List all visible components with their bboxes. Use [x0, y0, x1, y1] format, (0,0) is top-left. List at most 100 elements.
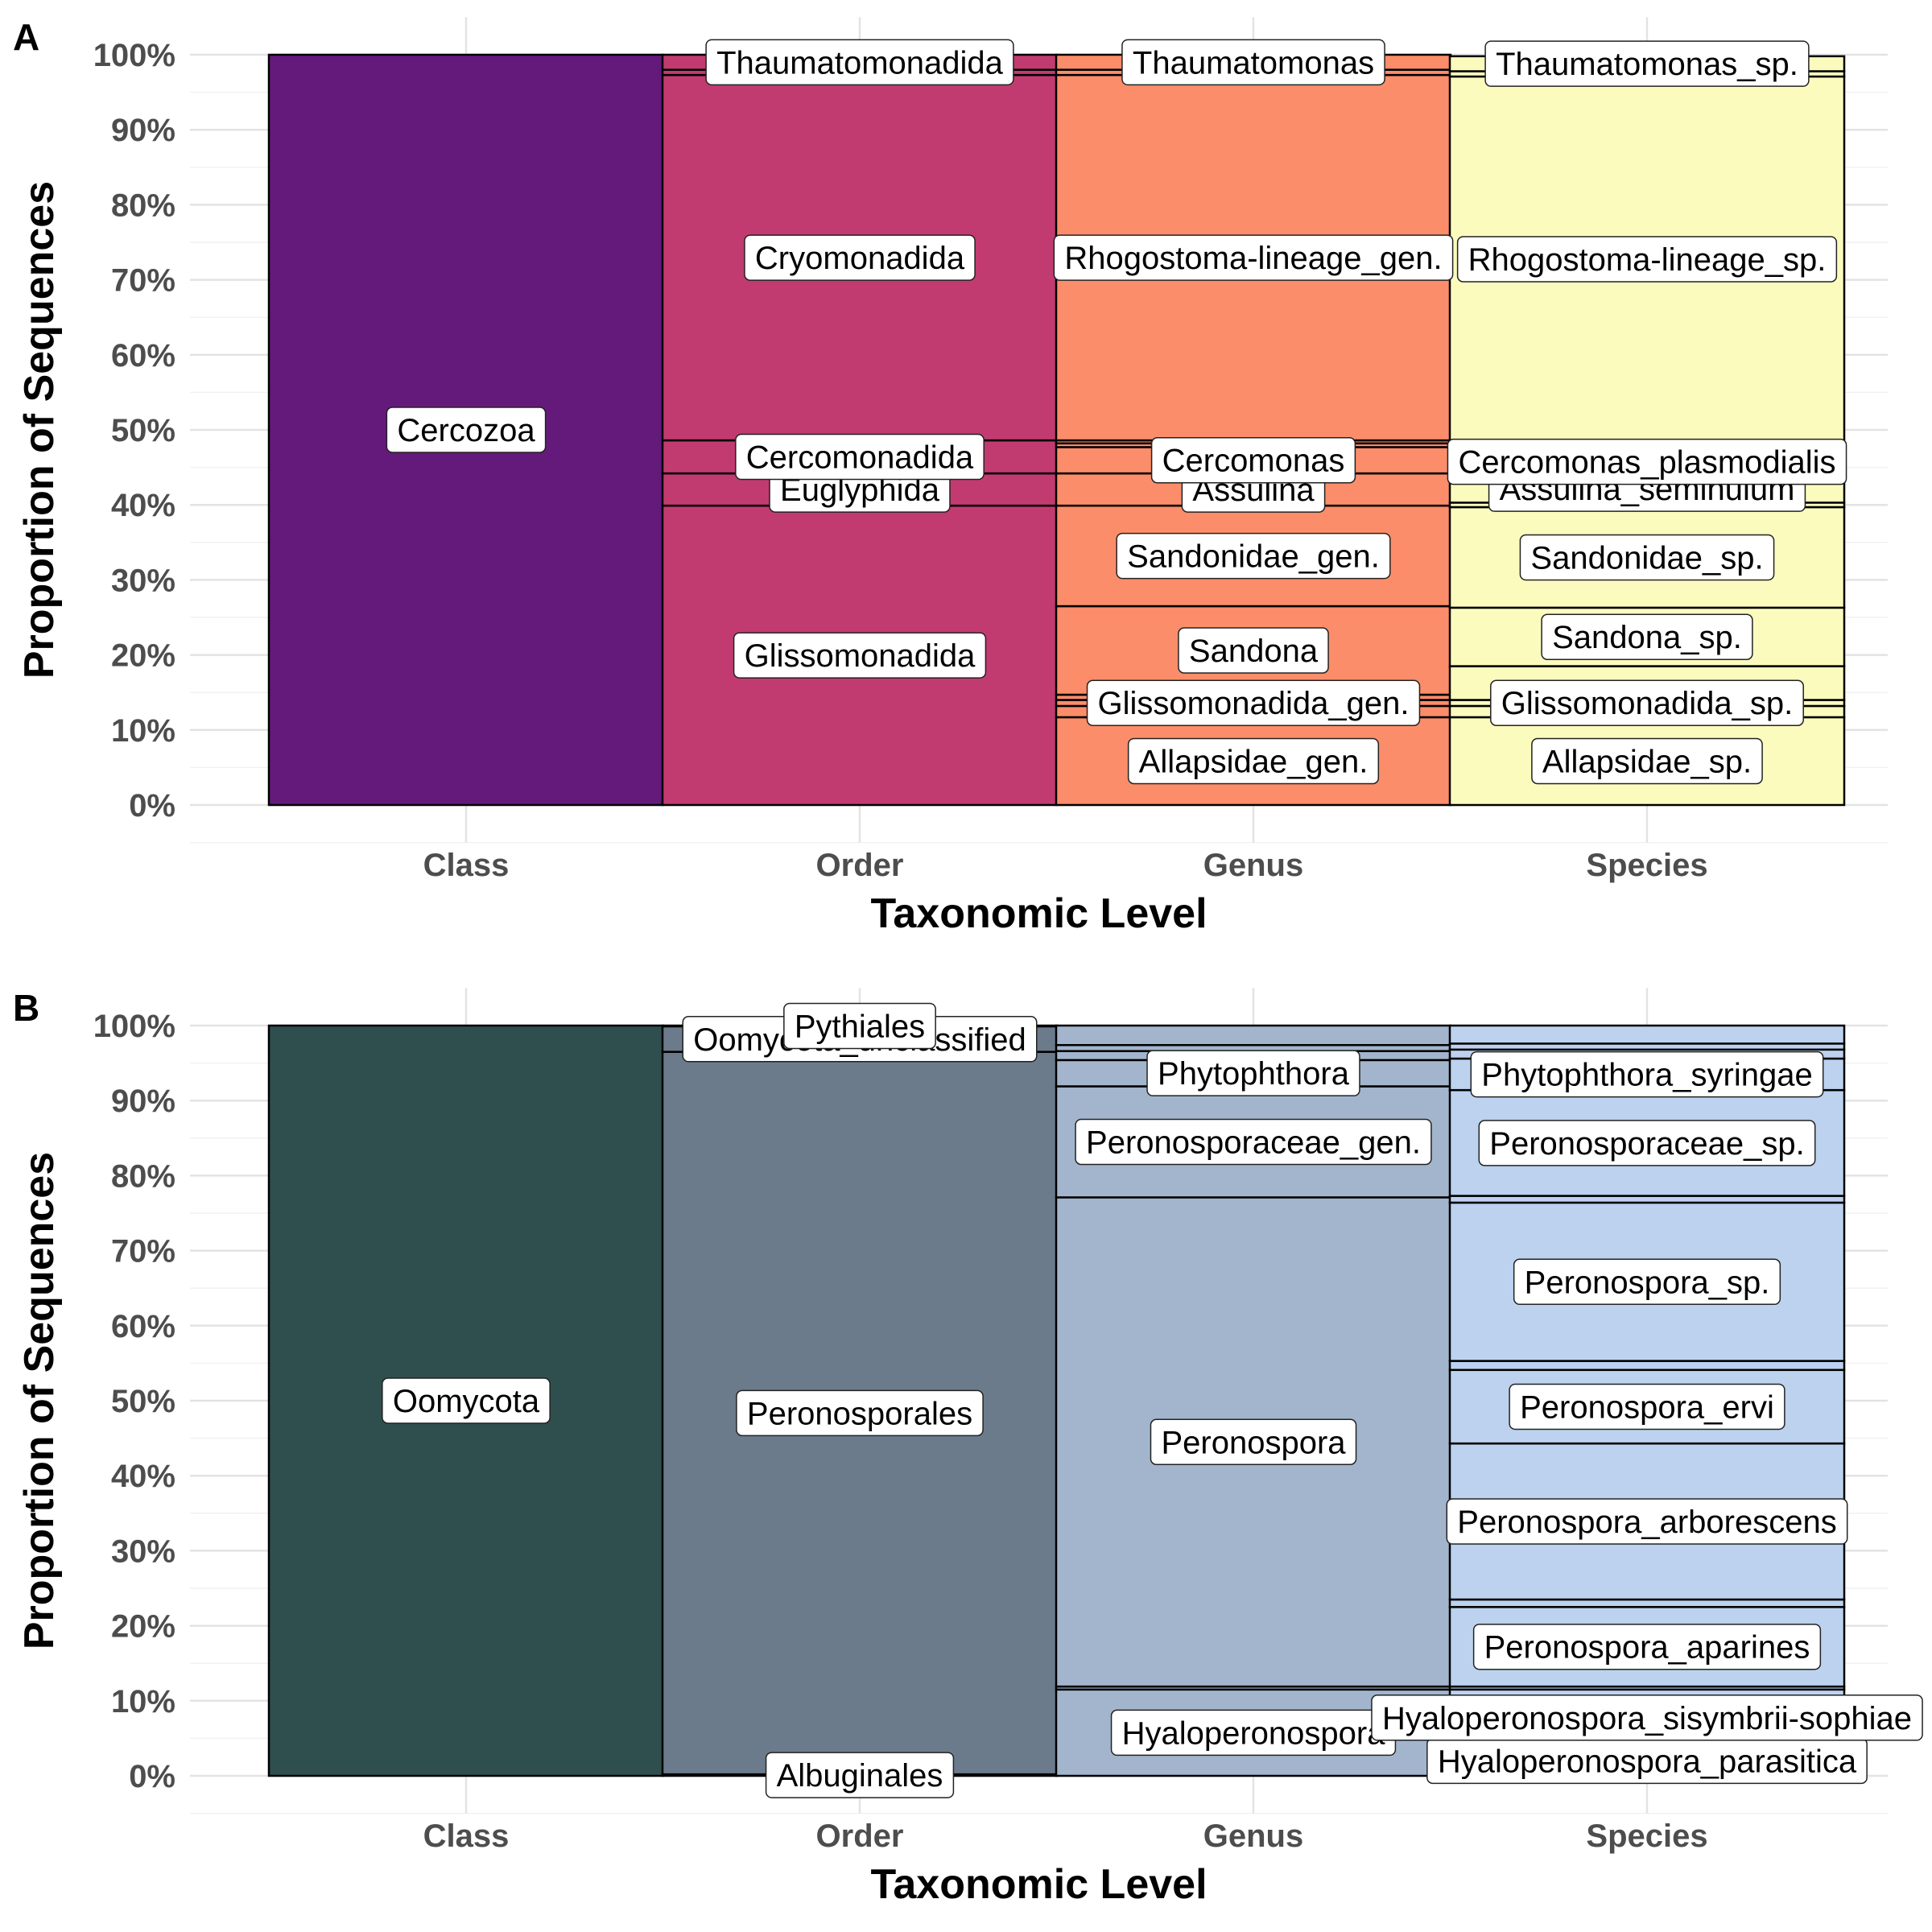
segment-label: Sandona: [1178, 627, 1329, 674]
segment-label-box: [765, 1752, 955, 1798]
segment-label: Peronospora_sp.: [1513, 1258, 1781, 1306]
segment-label: Pythiales: [783, 1002, 936, 1050]
segment-label-box: [705, 39, 1014, 86]
x-axis-title: Taxonomic Level: [870, 890, 1207, 937]
segment-label: Peronosporales: [736, 1389, 984, 1437]
segment-label-text: Thaumatomonas_sp.: [1496, 47, 1798, 82]
segment-label-box: [1446, 1498, 1848, 1545]
segment-label: Oomycota: [382, 1377, 551, 1424]
segment-label-box: [1150, 436, 1356, 484]
y-tick-label: 80%: [111, 1158, 175, 1194]
panel-letter: B: [13, 987, 39, 1029]
segment-label-box: [1371, 1695, 1923, 1741]
segment-label: Albuginales: [765, 1752, 955, 1798]
segment-label: Sandona_sp.: [1541, 613, 1753, 660]
y-tick-label: 10%: [111, 713, 175, 749]
segment-label-box: [735, 433, 985, 481]
segment-label: Peronosporaceae_gen.: [1075, 1118, 1432, 1166]
y-tick-label: 100%: [93, 38, 175, 73]
segment-label-box: [1086, 679, 1421, 726]
segment-label: Peronospora_aparines: [1472, 1623, 1822, 1670]
y-tick-label: 40%: [111, 488, 175, 523]
segment-label-text: Cercozoa: [397, 413, 535, 448]
segment-label-text: Albuginales: [777, 1758, 943, 1794]
segment-label-text: Glissomonadida: [745, 638, 976, 674]
segment-label-text: Peronospora_arborescens: [1457, 1505, 1836, 1540]
x-axis-title: Taxonomic Level: [870, 1861, 1207, 1908]
segment-label-box: [1127, 737, 1380, 785]
y-tick-label: 60%: [111, 338, 175, 374]
segment-label: Peronospora_ervi: [1509, 1383, 1785, 1430]
segment-label-box: [386, 407, 547, 453]
segment-label-box: [1513, 1258, 1781, 1306]
segment-label-text: Sandonidae_sp.: [1530, 540, 1763, 576]
segment-label-text: Pythiales: [795, 1009, 925, 1044]
segment-label-text: Sandonidae_gen.: [1127, 539, 1380, 575]
segment-label-box: [783, 1002, 936, 1050]
x-tick-label: Genus: [1203, 848, 1303, 883]
x-tick-label: Species: [1586, 848, 1707, 883]
segment-label-text: Peronospora_aparines: [1484, 1630, 1810, 1666]
segment-label: Hyaloperonospora_sisymbrii-sophiae: [1371, 1695, 1923, 1741]
segment-label: Hyaloperonospora_parasitica: [1426, 1737, 1868, 1785]
segment-label: Allapsidae_gen.: [1127, 737, 1380, 785]
y-tick-label: 10%: [111, 1684, 175, 1719]
bar-segment: [1448, 1195, 1846, 1204]
bar-segment: [1055, 1024, 1452, 1046]
segment-label: Thaumatomonas_sp.: [1484, 40, 1810, 87]
segment-label-text: Oomycota: [393, 1384, 540, 1419]
segment-label-text: Rhogostoma-lineage_sp.: [1468, 242, 1827, 278]
segment-label-text: Cercomonas_plasmodialis: [1458, 445, 1835, 481]
y-tick-label: 40%: [111, 1459, 175, 1494]
bar-segment: [1448, 1598, 1846, 1608]
y-tick-label: 20%: [111, 1609, 175, 1645]
segment-label: Glissomonadida_gen.: [1086, 679, 1421, 726]
segment-label-box: [1456, 236, 1838, 283]
segment-label-text: Rhogostoma-lineage_gen.: [1064, 241, 1442, 276]
segment-label: Rhogostoma-lineage_gen.: [1053, 234, 1454, 281]
segment-label: Peronosporaceae_sp.: [1478, 1120, 1816, 1166]
bar-segment: [1448, 1360, 1846, 1372]
segment-label: Cercomonas: [1150, 436, 1356, 484]
y-tick-label: 30%: [111, 1534, 175, 1569]
y-tick-label: 20%: [111, 638, 175, 674]
segment-label-box: [1531, 737, 1763, 785]
segment-label: Sandonidae_gen.: [1116, 532, 1391, 580]
x-tick-label: Genus: [1203, 1818, 1303, 1854]
segment-label-box: [1075, 1118, 1432, 1166]
segment-label-box: [1447, 438, 1847, 485]
segment-label: Glissomonadida: [733, 632, 987, 679]
segment-label-box: [1178, 627, 1329, 674]
segment-label-box: [1053, 234, 1454, 281]
y-tick-label: 0%: [129, 788, 175, 824]
segment-label: Phytophthora: [1146, 1050, 1360, 1096]
segment-label-text: Glissomonadida_sp.: [1501, 686, 1793, 721]
y-tick-label: 0%: [129, 1759, 175, 1794]
segment-label-box: [1470, 1051, 1824, 1098]
segment-label-text: Thaumatomonadida: [716, 45, 1004, 80]
segment-label: Allapsidae_sp.: [1531, 737, 1763, 785]
y-tick-label: 60%: [111, 1309, 175, 1344]
segment-label-text: Phytophthora: [1158, 1056, 1350, 1092]
segment-label-text: Peronospora_sp.: [1525, 1265, 1770, 1300]
segment-label-box: [1146, 1050, 1360, 1096]
y-tick-label: 90%: [111, 1084, 175, 1119]
segment-label-box: [1150, 1418, 1357, 1466]
segment-label-text: Cercomonadida: [746, 440, 974, 476]
segment-label: Thaumatomonadida: [705, 39, 1014, 86]
segment-label: Cercomonadida: [735, 433, 985, 481]
panel-letter: A: [13, 16, 39, 58]
y-axis-title: Proportion of Sequences: [16, 1152, 63, 1649]
segment-label: Rhogostoma-lineage_sp.: [1456, 236, 1838, 283]
segment-label: Cercomonas_plasmodialis: [1447, 438, 1847, 485]
x-tick-label: Class: [423, 1818, 510, 1854]
segment-label: Peronospora: [1150, 1418, 1357, 1466]
segment-label-box: [1509, 1383, 1785, 1430]
segment-label-text: Glissomonadida_gen.: [1098, 686, 1410, 721]
segment-label-box: [1484, 40, 1810, 87]
segment-label: Hyaloperonospora: [1110, 1709, 1397, 1757]
segment-label-box: [1121, 39, 1385, 86]
segment-label: Cercozoa: [386, 407, 547, 453]
segment-label-box: [1478, 1120, 1816, 1166]
segment-label-text: Peronosporaceae_sp.: [1489, 1126, 1804, 1162]
